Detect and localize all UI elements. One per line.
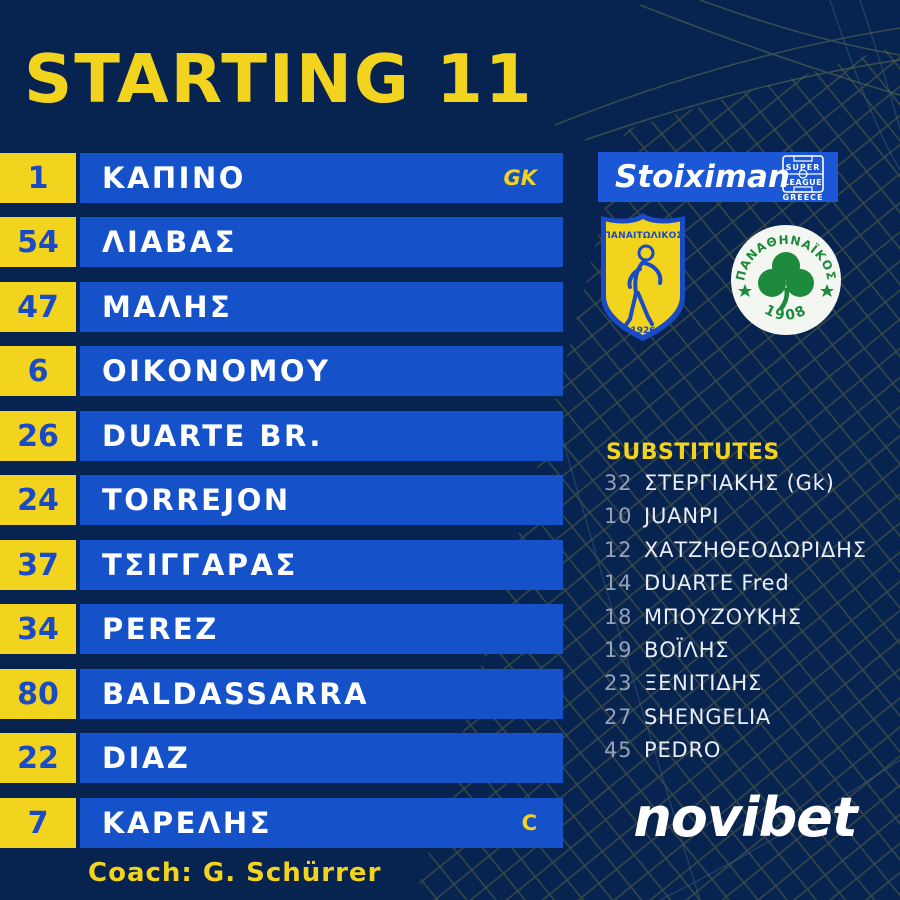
player-name: ΤΣΙΓΓΑΡΑΣ — [102, 548, 298, 582]
lineup-row: 7 ΚΑΡΕΛΗΣ C — [0, 798, 563, 848]
substitute-name: ΧΑΤΖΗΘΕΟΔΩΡΙΔΗΣ — [644, 537, 867, 562]
substitute-number: 10 — [604, 504, 633, 529]
player-name: ΟΙΚΟΝΟΜΟΥ — [102, 354, 331, 388]
captain-badge: C — [521, 811, 537, 835]
svg-text:1908: 1908 — [762, 302, 810, 324]
player-number: 54 — [0, 217, 76, 267]
player-name: ΛΙΑΒΑΣ — [102, 225, 238, 259]
lineup-row: 37 ΤΣΙΓΓΑΡΑΣ — [0, 540, 563, 590]
panaitolikos-athlete-figure — [624, 244, 663, 327]
substitute-row: 19 ΒΟΪΛΗΣ — [604, 638, 894, 671]
player-name: DIAZ — [102, 741, 191, 775]
player-bar: ΤΣΙΓΓΑΡΑΣ — [80, 540, 563, 590]
player-number: 80 — [0, 669, 76, 719]
stoiximan-logo: Stoiximan SUPER LEAGUE GREECE — [598, 152, 838, 202]
substitute-name: ΣΤΕΡΓΙΑΚΗΣ (Gk) — [644, 471, 835, 495]
substitute-number: 23 — [604, 671, 633, 696]
player-bar: ΛΙΑΒΑΣ — [80, 217, 563, 267]
player-number: 1 — [0, 153, 76, 203]
substitute-name: ΜΠΟΥΖΟΥΚΗΣ — [644, 604, 802, 629]
substitute-number: 12 — [604, 537, 633, 562]
substitute-number: 19 — [604, 637, 633, 662]
lineup-row: 34 PEREZ — [0, 604, 563, 654]
lineup-row: 6 ΟΙΚΟΝΟΜΟΥ — [0, 346, 563, 396]
player-number: 24 — [0, 475, 76, 525]
lineup-row: 1 ΚΑΠΙΝΟ GK — [0, 153, 563, 203]
player-bar: TORREJON — [80, 475, 563, 525]
lineup-row: 54 ΛΙΑΒΑΣ — [0, 217, 563, 267]
substitute-row: 14 DUARTE Fred — [604, 571, 894, 604]
panaitolikos-name: ΠΑΝΑΙΤΩΛΙΚΟΣ — [603, 231, 683, 241]
panathinaikos-shamrock — [758, 252, 814, 310]
panaitolikos-crest: ΠΑΝΑΙΤΩΛΙΚΟΣ 1926 — [601, 213, 685, 341]
substitutes-heading: SUBSTITUTES — [606, 440, 780, 465]
star-left — [738, 284, 752, 297]
substitute-row: 27 SHENGELIA — [604, 705, 894, 738]
substitute-name: ΒΟΪΛΗΣ — [644, 637, 730, 662]
player-number: 37 — [0, 540, 76, 590]
league-word-super: SUPER — [786, 163, 821, 172]
league-word-greece: GREECE — [783, 193, 824, 201]
player-number: 47 — [0, 282, 76, 332]
substitute-row: 45 PEDRO — [604, 738, 894, 771]
substitute-number: 32 — [604, 471, 633, 495]
substitute-row: 10 JUANPI — [604, 504, 894, 537]
player-bar: DUARTE BR. — [80, 411, 563, 461]
substitute-name: ΞΕΝΙΤΙΔΗΣ — [644, 671, 763, 696]
player-name: ΜΑΛΗΣ — [102, 290, 233, 324]
novibet-wordmark: novibet — [633, 786, 857, 849]
panathinaikos-year: 1908 — [762, 302, 808, 324]
lineup-row: 26 DUARTE BR. — [0, 411, 563, 461]
substitute-number: 27 — [604, 704, 633, 729]
player-number: 34 — [0, 604, 76, 654]
substitute-number: 18 — [604, 604, 633, 629]
substitute-name: PEDRO — [644, 738, 722, 763]
substitute-row: 12 ΧΑΤΖΗΘΕΟΔΩΡΙΔΗΣ — [604, 538, 894, 571]
substitute-name: DUARTE Fred — [644, 571, 790, 596]
substitute-name: SHENGELIA — [644, 704, 772, 729]
league-word-league: LEAGUE — [784, 178, 822, 187]
page-title: STARTING 11 — [24, 40, 534, 118]
lineup-row: 80 BALDASSARRA — [0, 669, 563, 719]
player-bar: DIAZ — [80, 733, 563, 783]
goalkeeper-badge: GK — [503, 166, 537, 190]
substitute-row: 18 ΜΠΟΥΖΟΥΚΗΣ — [604, 605, 894, 638]
player-number: 22 — [0, 733, 76, 783]
substitute-number: 45 — [604, 738, 633, 763]
substitute-row: 23 ΞΕΝΙΤΙΔΗΣ — [604, 671, 894, 704]
player-number: 7 — [0, 798, 76, 848]
player-bar: PEREZ — [80, 604, 563, 654]
substitute-name: JUANPI — [644, 504, 720, 529]
super-league-greece-icon: SUPER LEAGUE GREECE — [782, 155, 824, 201]
stoiximan-wordmark: Stoiximan — [615, 159, 790, 195]
coach-label: Coach: G. Schürrer — [88, 858, 382, 888]
panaitolikos-year: 1926 — [630, 326, 655, 336]
substitute-number: 14 — [604, 571, 633, 596]
player-name: BALDASSARRA — [102, 677, 370, 711]
lineup-row: 47 ΜΑΛΗΣ — [0, 282, 563, 332]
star-right — [820, 284, 834, 297]
player-bar: BALDASSARRA — [80, 669, 563, 719]
lineup-row: 24 TORREJON — [0, 475, 563, 525]
substitutes-list: 32 ΣΤΕΡΓΙΑΚΗΣ (Gk) 10 JUANPI 12 ΧΑΤΖΗΘΕΟ… — [604, 471, 894, 772]
panathinaikos-crest: ΠΑΝΑΘΗΝΑΪΚΟΣ 1908 — [731, 225, 841, 335]
player-bar: ΚΑΡΕΛΗΣ C — [80, 798, 563, 848]
player-name: TORREJON — [102, 483, 291, 517]
substitute-row: 32 ΣΤΕΡΓΙΑΚΗΣ (Gk) — [604, 471, 894, 504]
player-bar: ΟΙΚΟΝΟΜΟΥ — [80, 346, 563, 396]
player-number: 6 — [0, 346, 76, 396]
player-name: ΚΑΡΕΛΗΣ — [102, 806, 273, 840]
player-bar: ΚΑΠΙΝΟ GK — [80, 153, 563, 203]
player-name: DUARTE BR. — [102, 419, 323, 453]
player-name: PEREZ — [102, 612, 219, 646]
player-number: 26 — [0, 411, 76, 461]
player-name: ΚΑΠΙΝΟ — [102, 161, 246, 195]
lineup-row: 22 DIAZ — [0, 733, 563, 783]
player-bar: ΜΑΛΗΣ — [80, 282, 563, 332]
